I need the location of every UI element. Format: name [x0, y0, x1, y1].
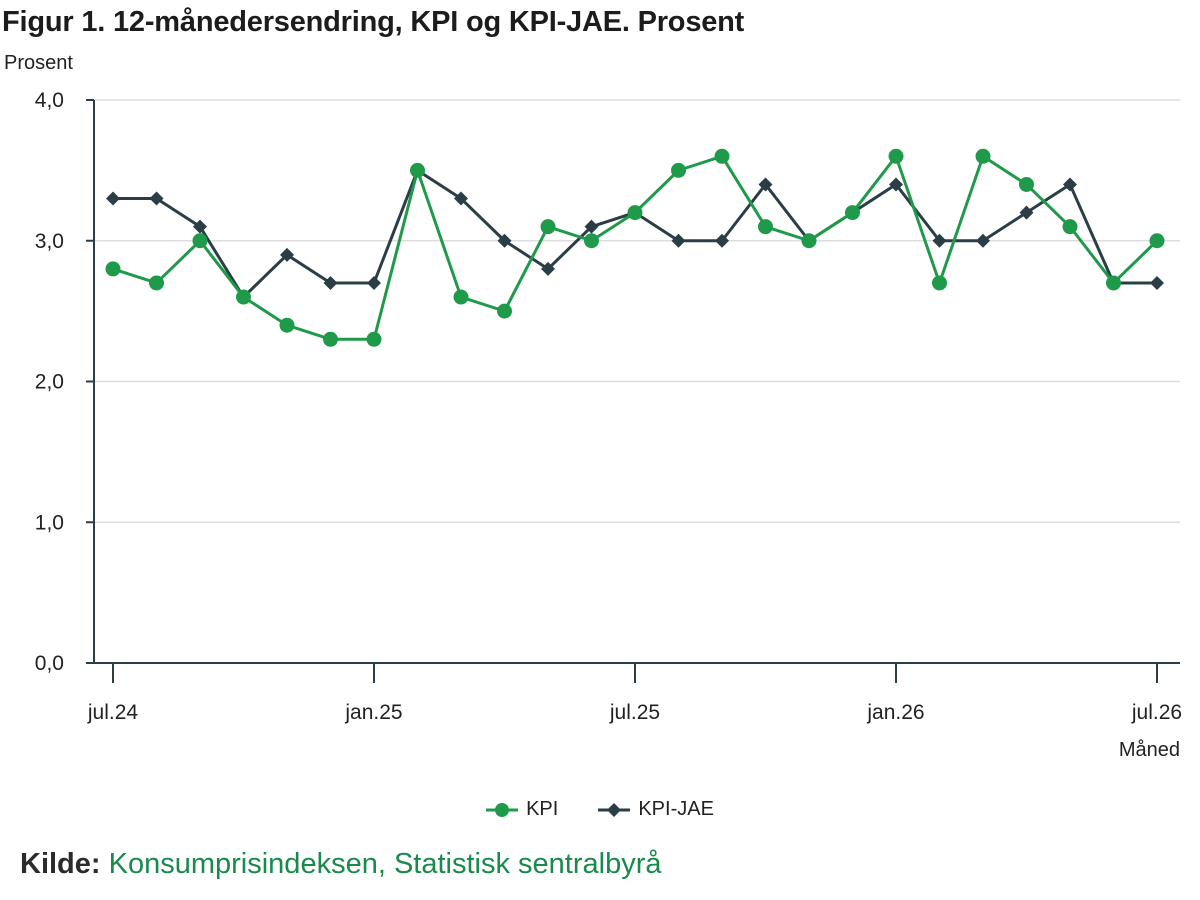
legend: KPI KPI-JAE — [0, 798, 1200, 821]
data-point-kpi[interactable] — [801, 233, 817, 249]
source-note: Kilde: Konsumprisindeksen, Statistisk se… — [20, 848, 661, 881]
data-point-kpi-jae[interactable] — [1063, 177, 1077, 192]
y-axis-label: Prosent — [4, 52, 73, 74]
y-tick-label: 2,0 — [35, 371, 64, 394]
data-point-kpi-jae[interactable] — [367, 275, 381, 290]
data-point-kpi[interactable] — [236, 289, 251, 305]
legend-item-kpi-jae[interactable]: KPI-JAE — [598, 798, 714, 821]
series-kpi — [105, 148, 1165, 347]
data-point-kpi[interactable] — [1149, 233, 1165, 249]
data-point-kpi[interactable] — [105, 261, 121, 277]
data-point-kpi-jae[interactable] — [1150, 275, 1164, 290]
data-point-kpi-jae[interactable] — [584, 219, 599, 234]
data-point-kpi-jae[interactable] — [193, 219, 207, 234]
data-point-kpi[interactable] — [1019, 176, 1034, 192]
y-tick-label: 3,0 — [35, 230, 64, 253]
data-point-kpi-jae[interactable] — [497, 233, 512, 248]
data-point-kpi[interactable] — [410, 162, 425, 178]
data-point-kpi[interactable] — [279, 317, 295, 333]
data-point-kpi-jae[interactable] — [976, 233, 990, 248]
data-point-kpi-jae[interactable] — [323, 275, 338, 290]
source-label: Kilde: — [20, 848, 101, 880]
x-axis-label: Måned — [1119, 739, 1180, 761]
data-point-kpi-jae[interactable] — [758, 177, 773, 192]
source-text: Konsumprisindeksen, Statistisk sentralby… — [108, 848, 662, 880]
data-point-kpi[interactable] — [714, 148, 730, 164]
chart-title: Figur 1. 12-månedersendring, KPI og KPI-… — [2, 6, 745, 38]
line-chart: 0,0 1,0 2,0 3,0 4,0 jul.24 jan.25 jul.25 jan.26 j… — [4, 52, 1182, 761]
data-point-kpi-jae[interactable] — [715, 233, 729, 248]
data-point-kpi-jae[interactable] — [454, 191, 468, 206]
data-point-kpi[interactable] — [1106, 275, 1121, 291]
data-point-kpi-jae[interactable] — [280, 247, 294, 262]
data-point-kpi[interactable] — [323, 331, 338, 347]
data-point-kpi[interactable] — [975, 148, 991, 164]
data-point-kpi-jae[interactable] — [149, 191, 164, 206]
x-tick-label: jul.25 — [609, 701, 660, 724]
data-point-kpi-jae[interactable] — [889, 177, 903, 192]
y-tick-label: 0,0 — [35, 652, 64, 675]
data-point-kpi[interactable] — [584, 233, 599, 249]
legend-kpi-jae-marker-icon — [598, 802, 631, 817]
legend-label-kpi-jae: KPI-JAE — [638, 798, 714, 820]
legend-label-kpi: KPI — [526, 798, 559, 820]
x-tick-label: jan.26 — [866, 701, 924, 724]
gridlines — [94, 99, 1180, 523]
data-point-kpi-jae[interactable] — [106, 191, 120, 206]
data-point-kpi[interactable] — [453, 289, 469, 305]
axes: 0,0 1,0 2,0 3,0 4,0 jul.24 jan.25 jul.25 jan.26 j… — [35, 89, 1182, 724]
data-point-kpi[interactable] — [149, 275, 164, 291]
series-kpi-jae — [106, 163, 1164, 305]
series-line — [113, 168, 1157, 299]
legend-kpi-marker-icon — [486, 802, 519, 817]
data-point-kpi[interactable] — [932, 275, 947, 291]
data-point-kpi[interactable] — [540, 219, 556, 235]
data-point-kpi[interactable] — [366, 331, 382, 347]
x-tick-label: jan.25 — [344, 701, 402, 724]
data-point-kpi-jae[interactable] — [932, 233, 947, 248]
data-point-kpi[interactable] — [627, 205, 643, 221]
data-point-kpi[interactable] — [1062, 219, 1078, 235]
data-point-kpi-jae[interactable] — [1019, 205, 1034, 220]
x-tick-label: jul.26 — [1131, 701, 1182, 724]
data-point-kpi[interactable] — [888, 148, 904, 164]
legend-item-kpi[interactable]: KPI — [486, 798, 558, 821]
data-point-kpi[interactable] — [192, 233, 208, 249]
data-point-kpi[interactable] — [671, 162, 686, 178]
data-point-kpi[interactable] — [758, 219, 773, 235]
data-point-kpi-jae[interactable] — [541, 261, 555, 276]
y-tick-label: 4,0 — [35, 89, 64, 112]
data-point-kpi[interactable] — [845, 205, 860, 221]
data-point-kpi-jae[interactable] — [671, 233, 686, 248]
series-line — [112, 154, 1159, 341]
x-tick-label: jul.24 — [87, 701, 139, 724]
y-tick-label: 1,0 — [35, 511, 64, 534]
data-point-kpi[interactable] — [497, 303, 512, 319]
